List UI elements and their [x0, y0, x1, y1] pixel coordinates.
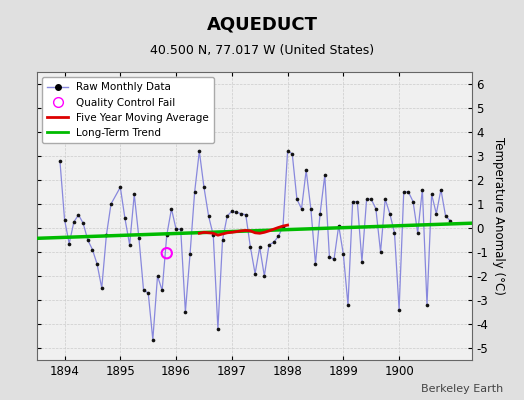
Point [283, 148, 292, 154]
Point [93, 261, 101, 267]
Point [302, 167, 310, 174]
Point [339, 251, 347, 258]
Point [344, 302, 352, 308]
Point [154, 273, 162, 279]
Point [214, 326, 222, 332]
Point [209, 232, 217, 238]
Point [353, 198, 362, 205]
Text: 40.500 N, 77.017 W (United States): 40.500 N, 77.017 W (United States) [150, 44, 374, 57]
Point [130, 191, 138, 198]
Point [60, 216, 69, 223]
Point [297, 206, 305, 212]
Point [325, 254, 334, 260]
Point [265, 242, 273, 248]
Point [363, 196, 371, 202]
Point [274, 233, 282, 240]
Point [232, 209, 241, 216]
Point [376, 249, 385, 255]
Legend: Raw Monthly Data, Quality Control Fail, Five Year Moving Average, Long-Term Tren: Raw Monthly Data, Quality Control Fail, … [42, 77, 214, 143]
Point [70, 219, 78, 225]
Point [97, 285, 106, 291]
Point [177, 226, 185, 232]
Point [219, 237, 227, 243]
Point [242, 212, 250, 218]
Point [395, 306, 403, 313]
Point [56, 158, 64, 164]
Point [367, 196, 375, 202]
Point [334, 222, 343, 229]
Point [121, 215, 129, 222]
Point [84, 237, 92, 243]
Point [446, 218, 454, 224]
Point [432, 210, 441, 217]
Point [409, 198, 417, 205]
Point [200, 184, 208, 190]
Point [181, 309, 190, 315]
Point [307, 206, 315, 212]
Point [358, 258, 366, 265]
Point [227, 208, 236, 214]
Point [348, 198, 357, 205]
Point [237, 210, 245, 217]
Point [381, 196, 389, 202]
Point [149, 336, 157, 343]
Point [260, 273, 268, 279]
Point [441, 213, 450, 219]
Point [195, 148, 203, 154]
Point [256, 244, 264, 250]
Point [423, 302, 431, 308]
Point [102, 232, 111, 238]
Point [386, 210, 394, 217]
Point [190, 189, 199, 195]
Point [186, 251, 194, 258]
Point [79, 220, 88, 226]
Point [404, 189, 412, 195]
Point [316, 210, 324, 217]
Point [172, 226, 180, 232]
Point [162, 232, 171, 238]
Point [162, 250, 171, 256]
Point [158, 287, 166, 294]
Point [321, 172, 329, 178]
Point [144, 290, 152, 296]
Point [413, 230, 422, 236]
Point [107, 201, 115, 207]
Point [223, 213, 232, 219]
Point [288, 150, 297, 157]
Point [279, 224, 287, 230]
Point [399, 189, 408, 195]
Point [204, 213, 213, 219]
Text: Berkeley Earth: Berkeley Earth [421, 384, 503, 394]
Text: AQUEDUCT: AQUEDUCT [206, 16, 318, 34]
Point [74, 212, 83, 218]
Point [251, 270, 259, 277]
Point [65, 240, 73, 247]
Point [167, 206, 176, 212]
Point [116, 184, 125, 190]
Point [436, 186, 445, 193]
Point [418, 186, 427, 193]
Point [125, 242, 134, 248]
Point [390, 230, 399, 236]
Y-axis label: Temperature Anomaly (°C): Temperature Anomaly (°C) [492, 137, 505, 295]
Point [88, 246, 96, 253]
Point [135, 234, 143, 241]
Point [428, 191, 436, 198]
Point [311, 261, 320, 267]
Point [330, 256, 338, 262]
Point [293, 196, 301, 202]
Point [139, 287, 148, 294]
Point [269, 239, 278, 246]
Point [246, 244, 255, 250]
Point [372, 206, 380, 212]
